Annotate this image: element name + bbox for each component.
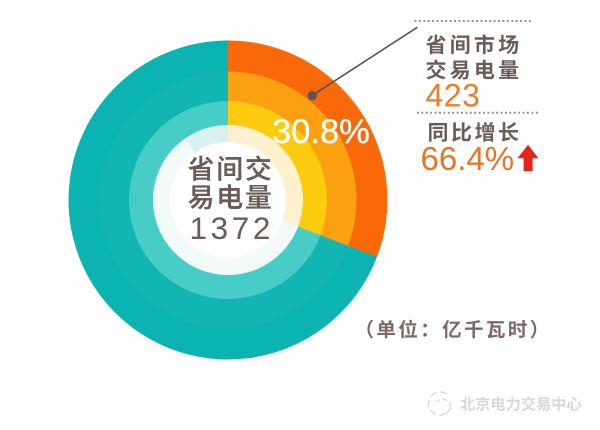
svg-text:66.4%: 66.4% — [421, 140, 515, 177]
svg-text:423: 423 — [426, 78, 481, 114]
svg-text:1372: 1372 — [190, 210, 274, 246]
svg-text:30.8%: 30.8% — [272, 113, 370, 151]
